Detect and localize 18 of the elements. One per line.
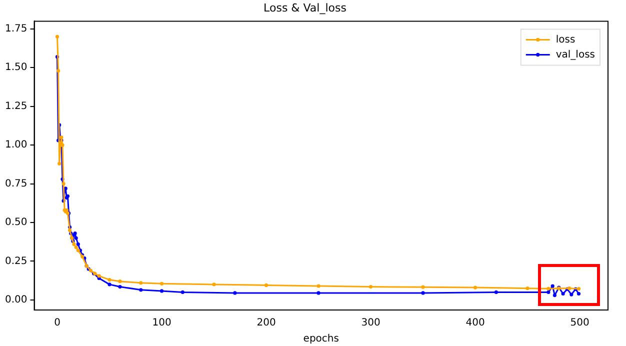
x-axis-title: epochs: [303, 334, 339, 345]
legend-label: val_loss: [556, 49, 595, 60]
x-tick-label: 100: [152, 318, 172, 329]
x-tick-label: 400: [466, 318, 485, 329]
y-tick-label: 1.25: [5, 100, 28, 112]
y-tick-label: 0.75: [5, 178, 28, 190]
chart-title: Loss & Val_loss: [264, 1, 347, 14]
y-tick-label: 0.50: [5, 217, 28, 228]
y-tick-label: 1.50: [5, 62, 28, 74]
y-tick-label: 0.00: [5, 294, 28, 306]
x-tick-label: 200: [256, 318, 276, 329]
y-tick-label: 1.75: [5, 24, 28, 35]
y-tick-label: 0.25: [5, 256, 28, 267]
x-tick-label: 0: [54, 318, 60, 329]
x-tick-label: 500: [570, 318, 590, 329]
x-tick-label: 300: [361, 318, 380, 329]
y-tick-label: 1.00: [5, 140, 28, 151]
legend-label: loss: [556, 34, 576, 46]
